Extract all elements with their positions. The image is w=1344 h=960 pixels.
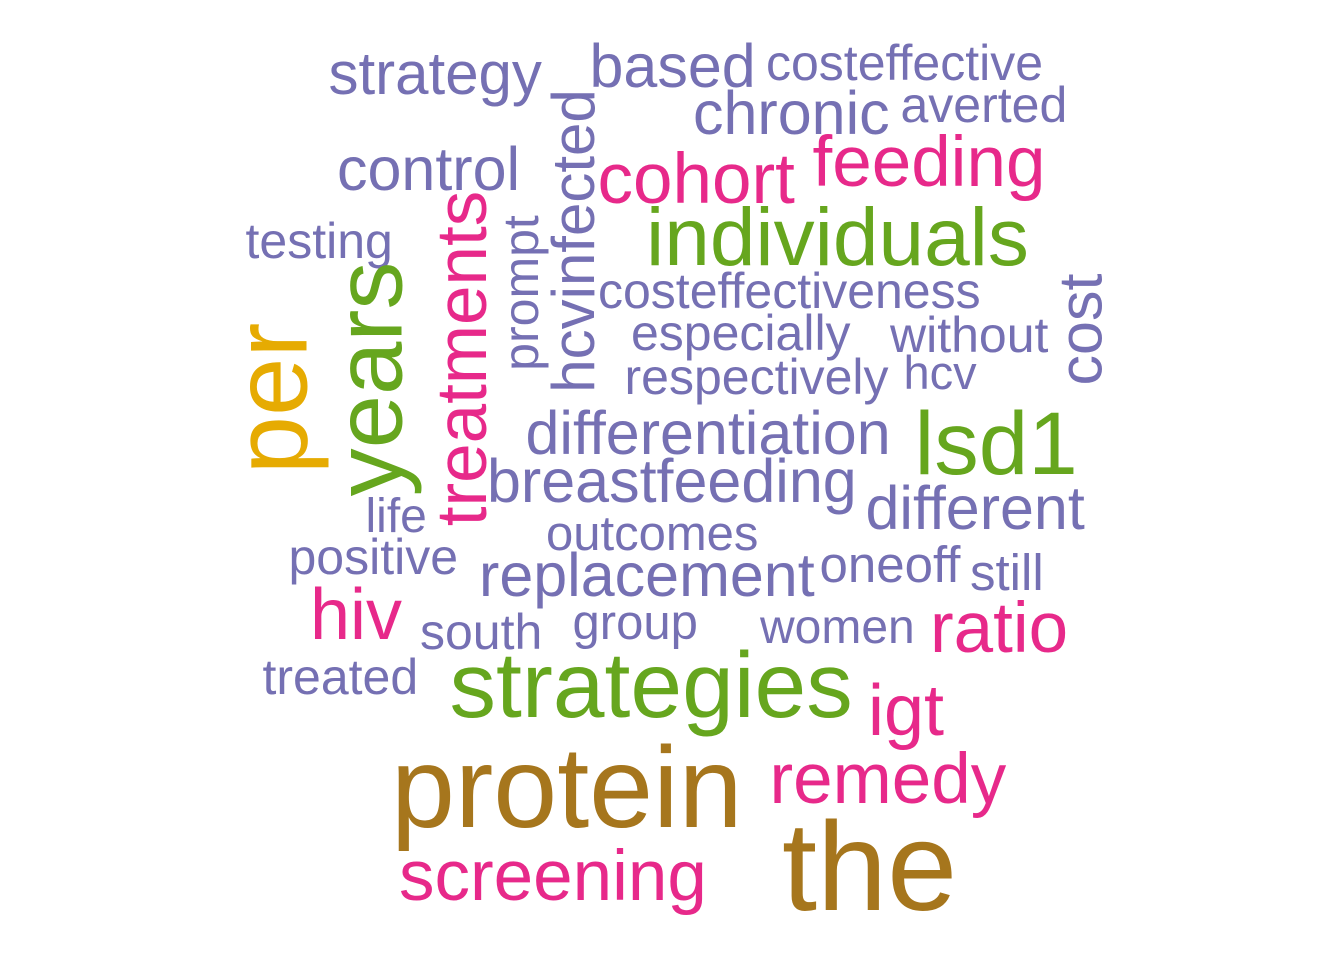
word-strategy: strategy bbox=[328, 40, 542, 107]
word-based: based bbox=[589, 31, 756, 100]
word-different: different bbox=[865, 473, 1085, 542]
word-individuals: individuals bbox=[646, 192, 1029, 283]
word-feeding: feeding bbox=[812, 122, 1046, 202]
word-south: south bbox=[420, 604, 543, 660]
word-strategies: strategies bbox=[449, 633, 853, 737]
word-positive: positive bbox=[288, 529, 459, 585]
word-still: still bbox=[970, 543, 1044, 601]
word-testing: testing bbox=[245, 212, 393, 269]
word-costeffective: costeffective bbox=[766, 34, 1044, 91]
word-hcv: hcv bbox=[903, 345, 977, 399]
word-hiv: hiv bbox=[310, 575, 403, 655]
word-remedy: remedy bbox=[769, 739, 1007, 819]
word-averted: averted bbox=[900, 76, 1068, 133]
word-igt: igt bbox=[868, 671, 945, 751]
word-cohort: cohort bbox=[597, 139, 795, 219]
word-breastfeeding: breastfeeding bbox=[487, 446, 857, 515]
word-without: without bbox=[890, 307, 1049, 363]
word-years: years bbox=[314, 261, 422, 497]
word-ratio: ratio bbox=[930, 588, 1069, 668]
word-protein: protein bbox=[391, 723, 743, 852]
word-differentiation: differentiation bbox=[525, 398, 891, 467]
word-screening: screening bbox=[399, 836, 707, 916]
word-prompt: prompt bbox=[492, 215, 549, 371]
word-lsd1: lsd1 bbox=[914, 392, 1078, 493]
word-hcvinfected: hcvinfected bbox=[539, 89, 607, 393]
word-women: women bbox=[760, 601, 915, 654]
word-especially: especially bbox=[631, 305, 851, 361]
word-replacement: replacement bbox=[479, 540, 815, 609]
word-group: group bbox=[572, 595, 698, 650]
word-control: control bbox=[337, 134, 521, 203]
word-oneoff: oneoff bbox=[819, 536, 961, 593]
word-life: life bbox=[365, 490, 427, 543]
word-the: the bbox=[782, 796, 958, 937]
word-cost: cost bbox=[1046, 273, 1115, 385]
word-chronic: chronic bbox=[693, 79, 890, 147]
word-outcomes: outcomes bbox=[546, 506, 759, 561]
word-treated: treated bbox=[262, 649, 419, 705]
word-per: per bbox=[212, 322, 330, 474]
word-costeffectiveness: costeffectiveness bbox=[598, 262, 981, 319]
word-respectively: respectively bbox=[624, 349, 889, 405]
